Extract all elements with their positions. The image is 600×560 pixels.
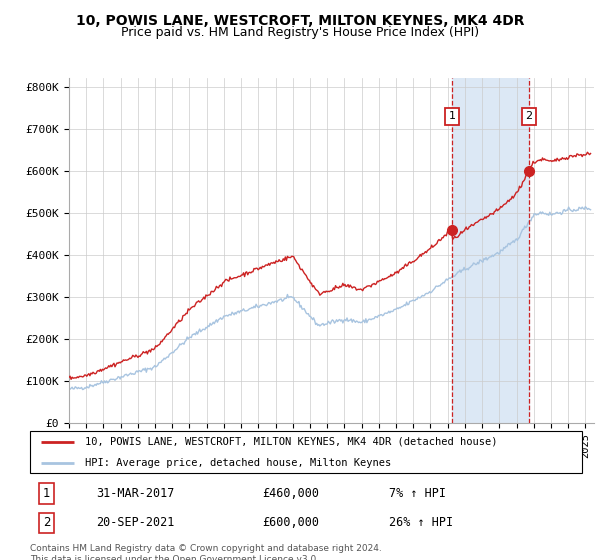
Text: 7% ↑ HPI: 7% ↑ HPI [389,487,446,500]
Bar [452,78,529,423]
Text: HPI: Average price, detached house, Milton Keynes: HPI: Average price, detached house, Milt… [85,458,391,468]
Text: Contains HM Land Registry data © Crown copyright and database right 2024.
This d: Contains HM Land Registry data © Crown c… [30,544,382,560]
Text: 20-SEP-2021: 20-SEP-2021 [96,516,175,529]
Text: 26% ↑ HPI: 26% ↑ HPI [389,516,453,529]
Text: 10, POWIS LANE, WESTCROFT, MILTON KEYNES, MK4 4DR (detached house): 10, POWIS LANE, WESTCROFT, MILTON KEYNES… [85,437,498,447]
Text: Price paid vs. HM Land Registry's House Price Index (HPI): Price paid vs. HM Land Registry's House … [121,26,479,39]
Text: 1: 1 [43,487,50,500]
FancyBboxPatch shape [30,431,582,473]
Text: £460,000: £460,000 [262,487,319,500]
Text: 2: 2 [43,516,50,529]
Text: £600,000: £600,000 [262,516,319,529]
Text: 31-MAR-2017: 31-MAR-2017 [96,487,175,500]
Text: 2: 2 [526,111,532,121]
Text: 10, POWIS LANE, WESTCROFT, MILTON KEYNES, MK4 4DR: 10, POWIS LANE, WESTCROFT, MILTON KEYNES… [76,14,524,28]
Text: 1: 1 [448,111,455,121]
